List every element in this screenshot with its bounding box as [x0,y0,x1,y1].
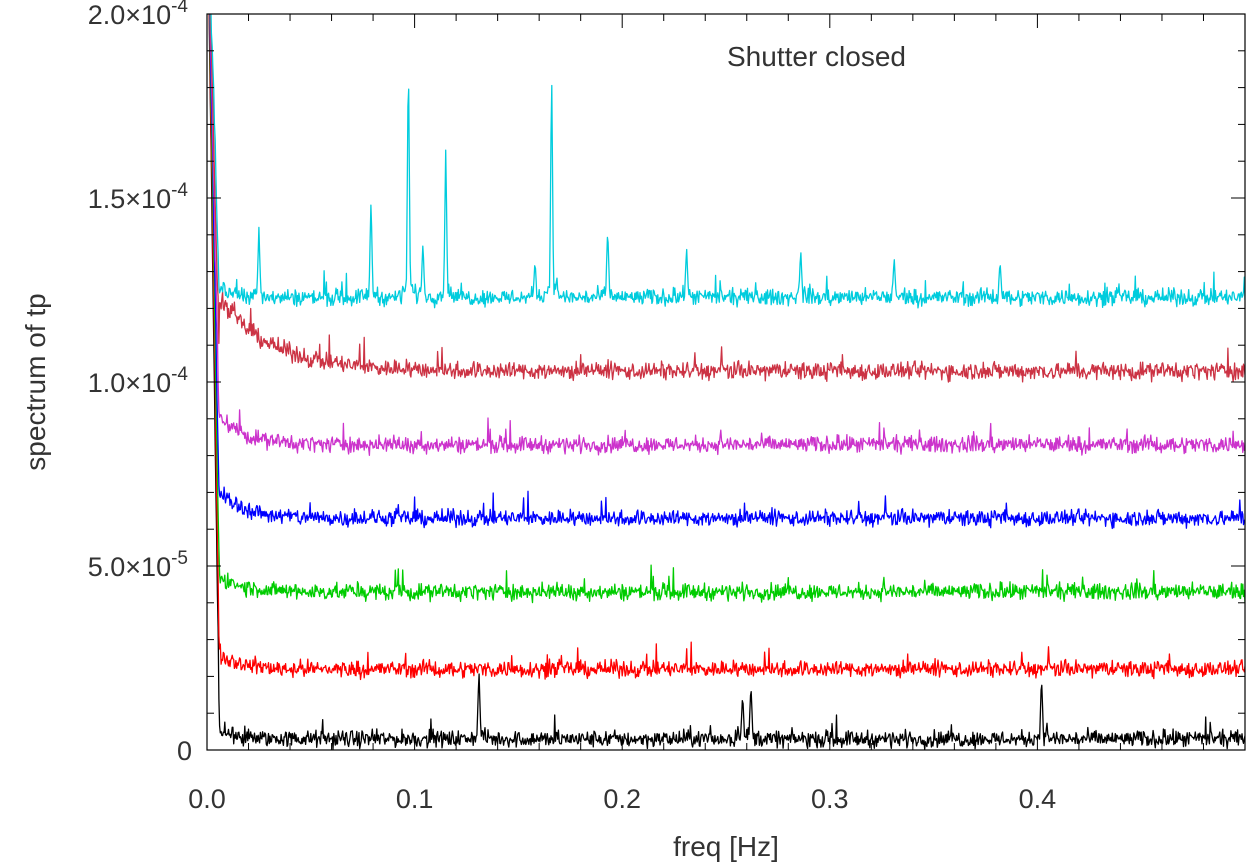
y-tick-label: 1.0×10-4 [88,364,189,398]
plot-frame [206,13,1246,751]
x-tick-label: 0.0 [188,784,226,814]
x-tick-label: 0.3 [811,784,849,814]
y-tick-label: 0 [177,736,192,766]
y-tick-label: 2.0×10-4 [88,0,189,30]
series-line-1 [208,14,1245,750]
y-tick-label: 5.0×10-5 [88,548,188,582]
x-tick-label: 0.2 [603,784,641,814]
series-line-2 [208,14,1245,681]
x-axis-label: freq [Hz] [673,831,779,862]
x-tick-label: 0.4 [1019,784,1057,814]
series-line-3 [208,14,1245,604]
series-line-6 [209,14,1245,383]
chart-annotation: Shutter closed [727,41,906,72]
tick-layer: 0.0 0.1 0.2 0.3 0.4 0 5.0×10-5 1.0×10-4 1.5×10-4… [88,0,1245,814]
y-tick-label: 1.5×10-4 [88,180,189,214]
x-tick-label: 0.1 [396,784,434,814]
series-line-7 [210,14,1245,309]
series-line-4 [209,14,1245,530]
series-layer [208,14,1245,750]
y-axis-label: spectrum of tp [20,293,51,470]
series-line-5 [209,14,1245,456]
